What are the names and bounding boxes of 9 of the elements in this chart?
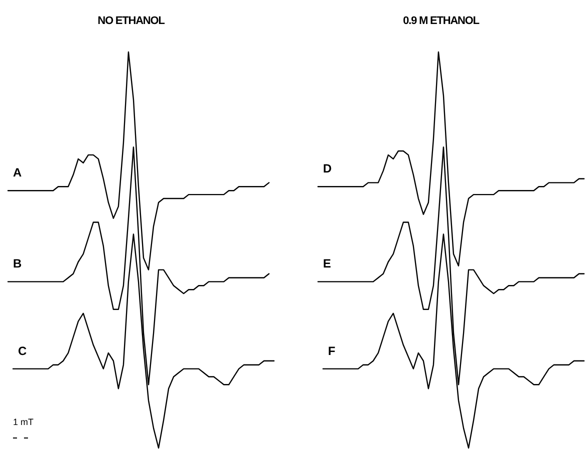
series-label: B bbox=[13, 256, 22, 271]
annotation: 1 mT bbox=[13, 417, 34, 427]
chart-title: NO ETHANOL bbox=[98, 15, 166, 27]
series-label: F bbox=[328, 344, 336, 358]
series-label: D bbox=[323, 162, 332, 176]
series-label: A bbox=[13, 166, 22, 180]
chart-title: 0.9 M ETHANOL bbox=[403, 15, 480, 27]
series-label: E bbox=[323, 256, 332, 271]
series-label: C bbox=[18, 344, 28, 358]
